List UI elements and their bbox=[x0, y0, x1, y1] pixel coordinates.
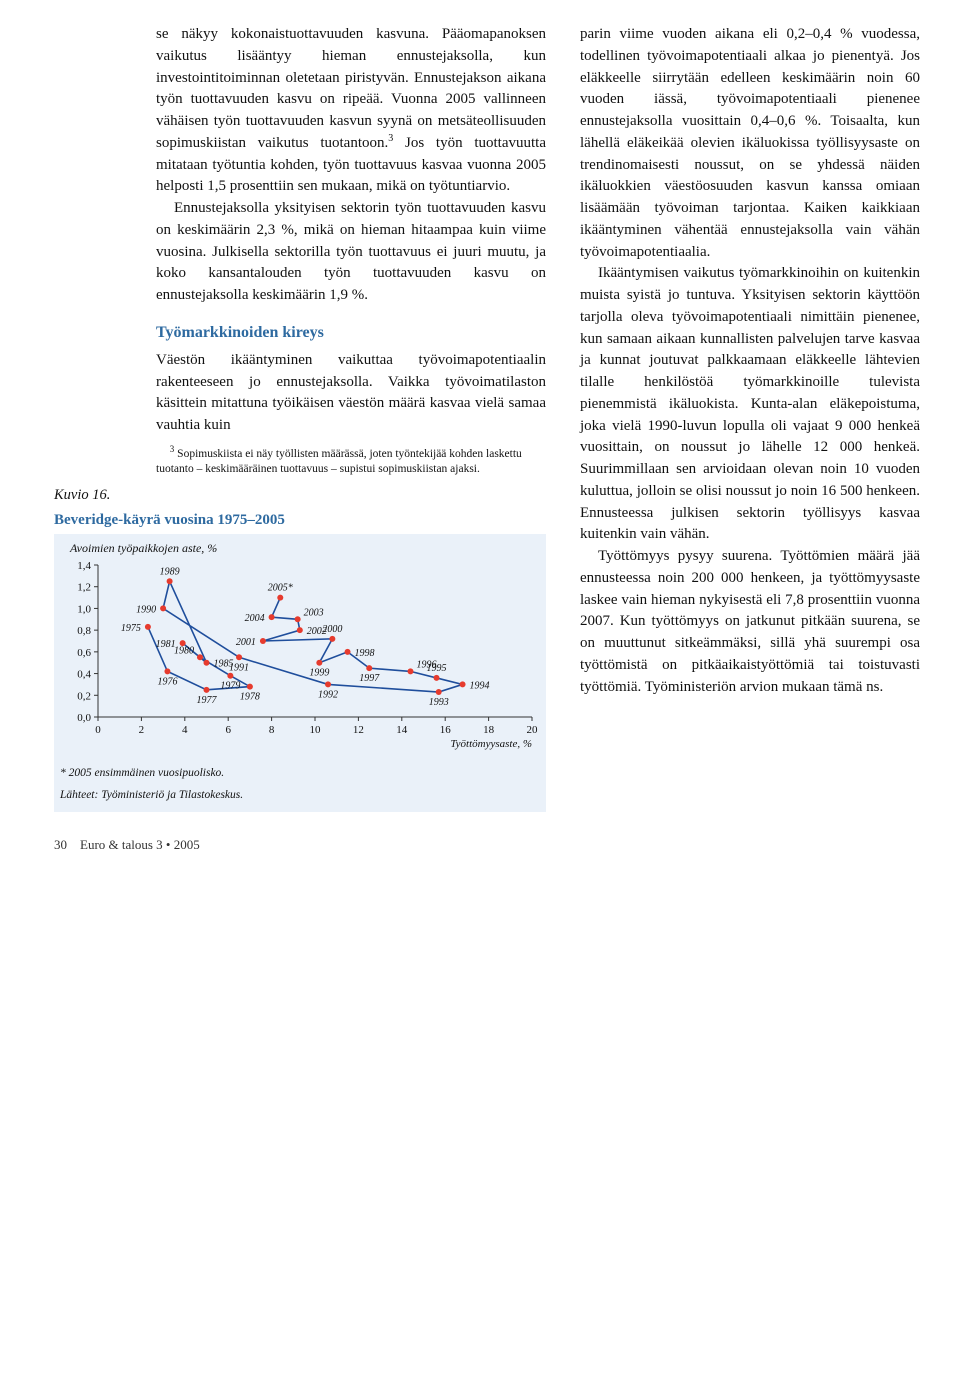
svg-text:Työttömyysaste, %: Työttömyysaste, % bbox=[450, 738, 532, 750]
svg-text:2: 2 bbox=[139, 724, 145, 736]
svg-text:1975: 1975 bbox=[121, 623, 141, 634]
svg-text:12: 12 bbox=[353, 724, 364, 736]
left-paragraph-1: se näkyy kokonaistuottavuuden kasvuna. P… bbox=[156, 24, 546, 198]
svg-text:1981: 1981 bbox=[156, 639, 176, 650]
right-paragraph-1: parin viime vuoden aikana eli 0,2–0,4 % … bbox=[580, 24, 920, 263]
svg-text:0,2: 0,2 bbox=[77, 690, 91, 702]
svg-text:1979: 1979 bbox=[220, 681, 240, 692]
left-column: se näkyy kokonaistuottavuuden kasvuna. P… bbox=[54, 24, 546, 812]
page-footer: 30 Euro & talous 3 • 2005 bbox=[54, 836, 920, 855]
svg-text:1,2: 1,2 bbox=[77, 582, 91, 594]
publication-name: Euro & talous 3 • 2005 bbox=[80, 837, 200, 852]
svg-text:1976: 1976 bbox=[157, 676, 177, 687]
chart-note-asterisk: * 2005 ensimmäinen vuosipuolisko. bbox=[60, 765, 540, 782]
figure-number-label: Kuvio 16. bbox=[54, 485, 546, 506]
svg-text:2001: 2001 bbox=[236, 637, 256, 648]
svg-text:2005*: 2005* bbox=[268, 583, 293, 594]
svg-text:1998: 1998 bbox=[355, 648, 375, 659]
svg-text:16: 16 bbox=[440, 724, 452, 736]
chart-panel: Avoimien työpaikkojen aste, % 0,00,20,40… bbox=[54, 534, 546, 812]
svg-text:1977: 1977 bbox=[197, 695, 218, 706]
left-paragraph-3: Väestön ikääntyminen vaikuttaa työvoimap… bbox=[156, 350, 546, 437]
svg-text:2002: 2002 bbox=[307, 626, 327, 637]
two-column-layout: se näkyy kokonaistuottavuuden kasvuna. P… bbox=[54, 24, 920, 812]
beveridge-chart-svg: 0,0 0,2 0,4 0,6 0,8 1,0 1,2 1,4 0 2 4 6 8 10 12 14 16 18 2… bbox=[60, 561, 540, 751]
svg-text:1978: 1978 bbox=[240, 692, 260, 703]
svg-text:1993: 1993 bbox=[429, 697, 449, 708]
section-heading-tyomarkkinoiden-kireys: Työmarkkinoiden kireys bbox=[156, 321, 546, 344]
right-paragraph-2: Ikääntymisen vaikutus työmarkkinoihin on… bbox=[580, 263, 920, 546]
svg-text:4: 4 bbox=[182, 724, 188, 736]
svg-text:1991: 1991 bbox=[229, 662, 249, 673]
left-paragraph-2: Ennustejaksolla yksityisen sektorin työn… bbox=[156, 198, 546, 307]
svg-text:1989: 1989 bbox=[160, 566, 180, 577]
svg-text:1996: 1996 bbox=[416, 659, 436, 670]
svg-text:1980: 1980 bbox=[174, 645, 194, 656]
page-number: 30 bbox=[54, 837, 67, 852]
svg-text:20: 20 bbox=[527, 724, 539, 736]
svg-text:0,4: 0,4 bbox=[77, 669, 91, 681]
figure-title: Beveridge-käyrä vuosina 1975–2005 bbox=[54, 510, 546, 532]
svg-text:1999: 1999 bbox=[309, 668, 329, 679]
chart-y-axis-label: Avoimien työpaikkojen aste, % bbox=[70, 540, 540, 557]
svg-text:0,0: 0,0 bbox=[77, 712, 91, 724]
svg-text:6: 6 bbox=[225, 724, 231, 736]
svg-text:2004: 2004 bbox=[245, 613, 265, 624]
svg-text:2003: 2003 bbox=[304, 607, 324, 618]
svg-text:8: 8 bbox=[269, 724, 275, 736]
footnote-3: 3 Sopimuskiista ei näy työllisten määräs… bbox=[156, 447, 546, 477]
svg-text:0,6: 0,6 bbox=[77, 647, 91, 659]
svg-text:1992: 1992 bbox=[318, 689, 338, 700]
right-column: parin viime vuoden aikana eli 0,2–0,4 % … bbox=[580, 24, 920, 812]
svg-text:10: 10 bbox=[310, 724, 322, 736]
svg-text:0,8: 0,8 bbox=[77, 625, 91, 637]
svg-text:1997: 1997 bbox=[359, 673, 380, 684]
right-paragraph-3: Työttömyys pysyy suurena. Työttömien mää… bbox=[580, 546, 920, 698]
svg-text:0: 0 bbox=[95, 724, 101, 736]
svg-text:1994: 1994 bbox=[470, 680, 490, 691]
svg-text:1,0: 1,0 bbox=[77, 603, 91, 615]
svg-text:1,4: 1,4 bbox=[77, 561, 91, 572]
svg-text:1990: 1990 bbox=[136, 604, 156, 615]
page-root: se näkyy kokonaistuottavuuden kasvuna. P… bbox=[0, 0, 960, 875]
figure-16-block: Beveridge-käyrä vuosina 1975–2005 Avoimi… bbox=[54, 510, 546, 812]
svg-text:14: 14 bbox=[396, 724, 408, 736]
svg-text:18: 18 bbox=[483, 724, 495, 736]
chart-source-note: Lähteet: Työministeriö ja Tilastokeskus. bbox=[60, 787, 540, 804]
